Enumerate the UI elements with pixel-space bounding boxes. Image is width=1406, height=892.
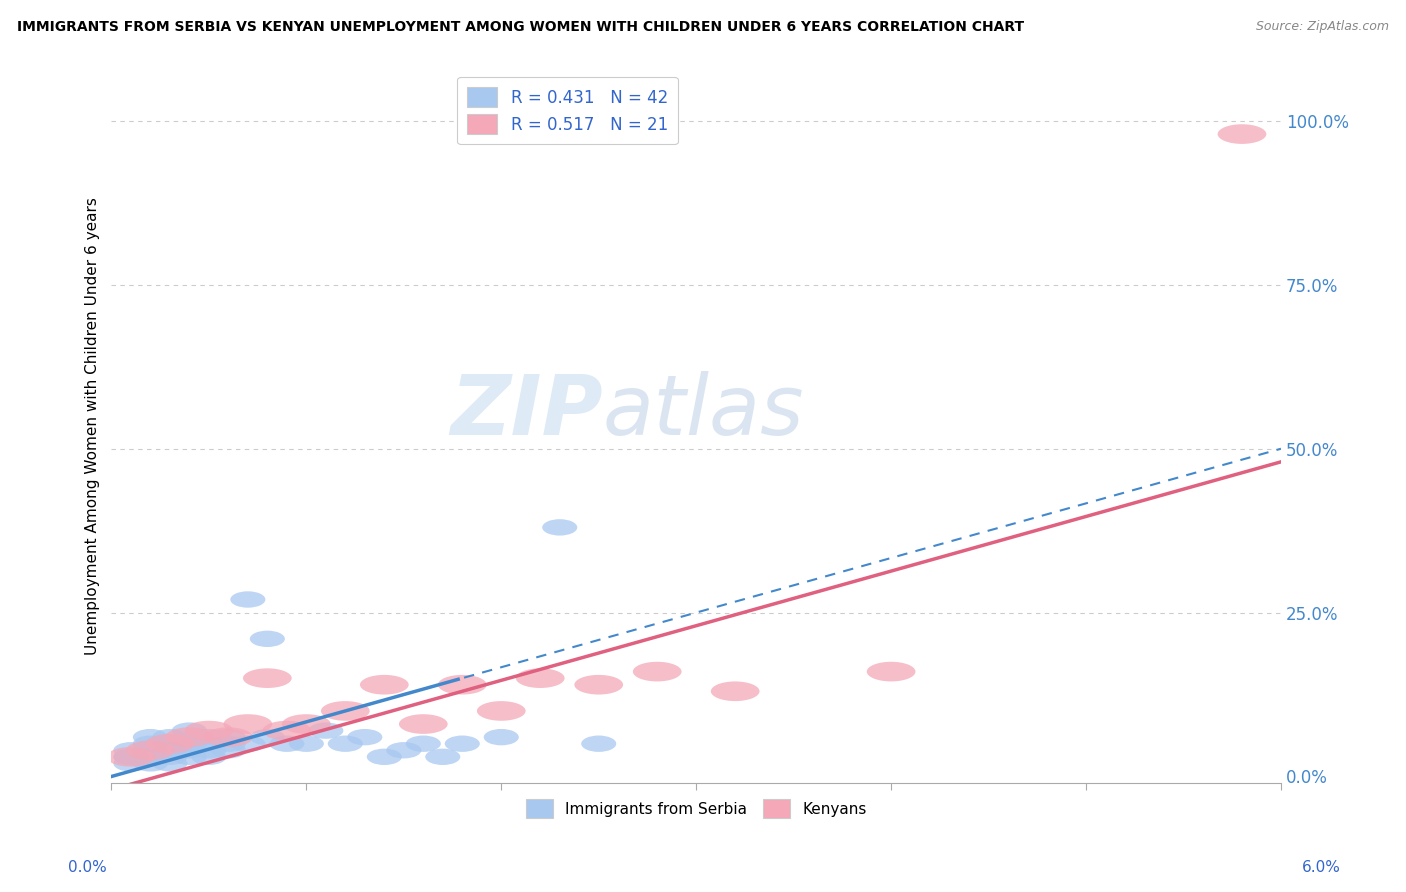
Text: 0.0%: 0.0% bbox=[67, 860, 107, 874]
Ellipse shape bbox=[114, 748, 149, 765]
Ellipse shape bbox=[367, 748, 402, 765]
Ellipse shape bbox=[132, 748, 167, 765]
Ellipse shape bbox=[328, 736, 363, 752]
Ellipse shape bbox=[152, 742, 187, 758]
Ellipse shape bbox=[152, 736, 187, 752]
Ellipse shape bbox=[191, 736, 226, 752]
Ellipse shape bbox=[387, 742, 422, 758]
Ellipse shape bbox=[425, 748, 460, 765]
Ellipse shape bbox=[211, 729, 246, 746]
Ellipse shape bbox=[184, 721, 233, 740]
Text: atlas: atlas bbox=[603, 371, 804, 452]
Text: IMMIGRANTS FROM SERBIA VS KENYAN UNEMPLOYMENT AMONG WOMEN WITH CHILDREN UNDER 6 : IMMIGRANTS FROM SERBIA VS KENYAN UNEMPLO… bbox=[17, 20, 1024, 34]
Ellipse shape bbox=[191, 729, 226, 746]
Ellipse shape bbox=[132, 736, 167, 752]
Ellipse shape bbox=[211, 742, 246, 758]
Ellipse shape bbox=[114, 756, 149, 772]
Text: Source: ZipAtlas.com: Source: ZipAtlas.com bbox=[1256, 20, 1389, 33]
Ellipse shape bbox=[224, 714, 273, 734]
Legend: Immigrants from Serbia, Kenyans: Immigrants from Serbia, Kenyans bbox=[517, 791, 875, 825]
Ellipse shape bbox=[132, 742, 167, 758]
Ellipse shape bbox=[308, 723, 343, 739]
Ellipse shape bbox=[1218, 124, 1267, 144]
Ellipse shape bbox=[288, 736, 323, 752]
Y-axis label: Unemployment Among Women with Children Under 6 years: Unemployment Among Women with Children U… bbox=[86, 197, 100, 655]
Ellipse shape bbox=[360, 675, 409, 695]
Ellipse shape bbox=[250, 631, 285, 647]
Ellipse shape bbox=[444, 736, 479, 752]
Ellipse shape bbox=[211, 736, 246, 752]
Ellipse shape bbox=[172, 736, 207, 752]
Ellipse shape bbox=[191, 748, 226, 765]
Ellipse shape bbox=[152, 748, 187, 765]
Ellipse shape bbox=[347, 729, 382, 746]
Ellipse shape bbox=[127, 740, 174, 760]
Ellipse shape bbox=[114, 742, 149, 758]
Ellipse shape bbox=[152, 756, 187, 772]
Ellipse shape bbox=[484, 729, 519, 746]
Ellipse shape bbox=[165, 727, 214, 747]
Ellipse shape bbox=[152, 729, 187, 746]
Ellipse shape bbox=[172, 742, 207, 758]
Text: ZIP: ZIP bbox=[450, 371, 603, 452]
Ellipse shape bbox=[243, 668, 291, 688]
Ellipse shape bbox=[191, 742, 226, 758]
Ellipse shape bbox=[263, 721, 311, 740]
Ellipse shape bbox=[633, 662, 682, 681]
Ellipse shape bbox=[399, 714, 447, 734]
Ellipse shape bbox=[204, 727, 253, 747]
Text: 6.0%: 6.0% bbox=[1302, 860, 1341, 874]
Ellipse shape bbox=[107, 747, 155, 766]
Ellipse shape bbox=[231, 591, 266, 607]
Ellipse shape bbox=[321, 701, 370, 721]
Ellipse shape bbox=[270, 736, 304, 752]
Ellipse shape bbox=[146, 734, 194, 754]
Ellipse shape bbox=[132, 729, 167, 746]
Ellipse shape bbox=[711, 681, 759, 701]
Ellipse shape bbox=[477, 701, 526, 721]
Ellipse shape bbox=[575, 675, 623, 695]
Ellipse shape bbox=[132, 756, 167, 772]
Ellipse shape bbox=[406, 736, 441, 752]
Ellipse shape bbox=[581, 736, 616, 752]
Ellipse shape bbox=[543, 519, 578, 535]
Ellipse shape bbox=[437, 675, 486, 695]
Ellipse shape bbox=[231, 736, 266, 752]
Ellipse shape bbox=[172, 748, 207, 765]
Ellipse shape bbox=[516, 668, 565, 688]
Ellipse shape bbox=[250, 729, 285, 746]
Ellipse shape bbox=[866, 662, 915, 681]
Ellipse shape bbox=[114, 748, 149, 765]
Ellipse shape bbox=[283, 714, 330, 734]
Ellipse shape bbox=[172, 723, 207, 739]
